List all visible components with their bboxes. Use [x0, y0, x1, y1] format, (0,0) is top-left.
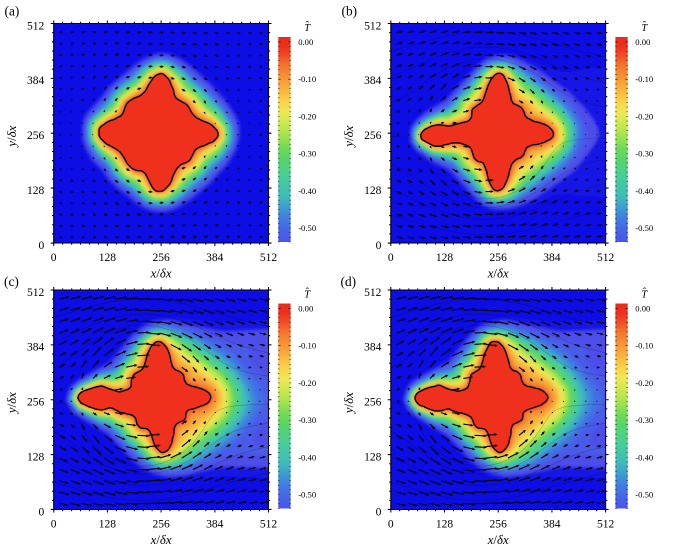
svg-text:-0.30: -0.30: [635, 415, 653, 425]
svg-text:512: 512: [364, 287, 382, 299]
svg-text:̂ T: ̂ T: [641, 9, 650, 35]
svg-text:x δ x /: x δ x /: [487, 257, 514, 282]
svg-text:0: 0: [388, 519, 394, 531]
svg-text:128: 128: [364, 185, 382, 197]
svg-text:-0.20: -0.20: [298, 378, 316, 388]
svg-text:256: 256: [152, 519, 170, 531]
svg-text:0: 0: [51, 252, 57, 264]
svg-text:0.00: 0.00: [298, 303, 313, 313]
svg-text:y δ x /: y δ x /: [0, 387, 21, 415]
svg-text:384: 384: [543, 519, 561, 531]
svg-text:-0.50: -0.50: [298, 490, 316, 500]
svg-text:-0.10: -0.10: [635, 341, 653, 351]
svg-text:128: 128: [27, 451, 45, 463]
svg-text:512: 512: [597, 519, 615, 531]
svg-text:256: 256: [27, 397, 45, 409]
svg-text:0.00: 0.00: [635, 37, 650, 47]
svg-text:-0.30: -0.30: [635, 149, 653, 159]
svg-text:0: 0: [376, 240, 382, 252]
svg-text:256: 256: [364, 397, 382, 409]
svg-text:128: 128: [436, 252, 454, 264]
svg-text:128: 128: [27, 185, 45, 197]
svg-text:0: 0: [38, 506, 44, 518]
svg-text:128: 128: [364, 451, 382, 463]
svg-text:(a): (a): [5, 3, 20, 18]
svg-text:128: 128: [436, 519, 454, 531]
svg-text:128: 128: [99, 519, 117, 531]
svg-text:(d): (d): [341, 274, 357, 289]
svg-text:384: 384: [206, 519, 224, 531]
svg-text:-0.40: -0.40: [635, 452, 653, 462]
svg-text:y δ x /: y δ x /: [333, 120, 358, 148]
svg-text:256: 256: [152, 252, 170, 264]
svg-text:512: 512: [27, 287, 45, 299]
svg-text:512: 512: [364, 20, 382, 32]
svg-text:0: 0: [376, 506, 382, 518]
svg-text:0.00: 0.00: [635, 303, 650, 313]
svg-text:(b): (b): [342, 3, 358, 18]
svg-text:-0.10: -0.10: [635, 74, 653, 84]
svg-text:-0.20: -0.20: [635, 378, 653, 388]
svg-text:384: 384: [364, 75, 382, 87]
svg-text:y δ x /: y δ x /: [333, 387, 358, 415]
svg-text:384: 384: [543, 252, 561, 264]
svg-text:(c): (c): [4, 274, 19, 289]
svg-text:0: 0: [388, 252, 394, 264]
svg-text:128: 128: [99, 252, 117, 264]
svg-text:384: 384: [27, 75, 45, 87]
svg-text:512: 512: [27, 20, 45, 32]
svg-text:-0.50: -0.50: [635, 223, 653, 233]
svg-text:-0.50: -0.50: [635, 490, 653, 500]
svg-text:-0.30: -0.30: [298, 149, 316, 159]
svg-text:0: 0: [38, 240, 44, 252]
svg-text:512: 512: [260, 252, 278, 264]
svg-text:-0.50: -0.50: [298, 223, 316, 233]
svg-text:384: 384: [206, 252, 224, 264]
svg-text:̂ T: ̂ T: [304, 9, 313, 35]
svg-text:512: 512: [597, 252, 615, 264]
svg-text:-0.10: -0.10: [298, 74, 316, 84]
svg-text:-0.30: -0.30: [298, 415, 316, 425]
svg-text:y δ x /: y δ x /: [0, 120, 21, 148]
svg-text:x δ x /: x δ x /: [150, 257, 177, 282]
svg-text:-0.10: -0.10: [298, 341, 316, 351]
svg-text:-0.20: -0.20: [298, 111, 316, 121]
svg-text:384: 384: [27, 342, 45, 354]
svg-text:384: 384: [364, 342, 382, 354]
svg-text:-0.20: -0.20: [635, 111, 653, 121]
svg-text:256: 256: [364, 130, 382, 142]
svg-text:256: 256: [490, 519, 508, 531]
svg-text:-0.40: -0.40: [635, 186, 653, 196]
svg-text:0: 0: [51, 519, 57, 531]
svg-text:̂ T: ̂ T: [641, 275, 650, 301]
svg-text:x δ x /: x δ x /: [487, 524, 514, 546]
svg-text:-0.40: -0.40: [298, 186, 316, 196]
svg-text:x δ x /: x δ x /: [150, 524, 177, 546]
svg-text:0.00: 0.00: [298, 37, 313, 47]
svg-text:-0.40: -0.40: [298, 452, 316, 462]
svg-text:512: 512: [260, 519, 278, 531]
svg-text:̂ T: ̂ T: [304, 275, 313, 301]
svg-text:256: 256: [27, 130, 45, 142]
svg-text:256: 256: [490, 252, 508, 264]
